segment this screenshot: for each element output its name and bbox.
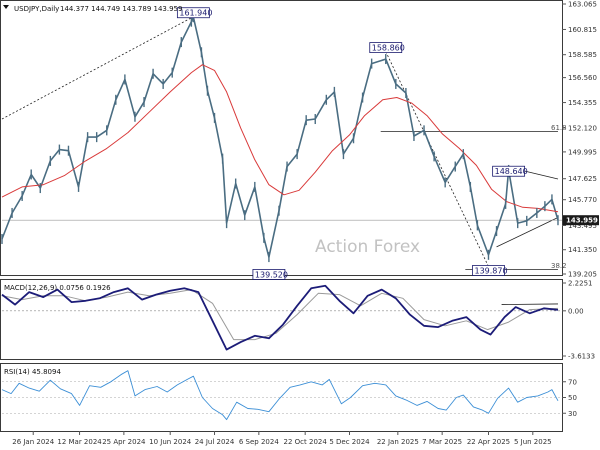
x-tick-label: 26 Jan 2024 [12,438,55,446]
annotation-box [472,265,505,276]
x-tick-label: 5 Dec 2024 [329,438,370,446]
price-y-tick-label: 154.355 [568,99,597,107]
annotation-box [176,7,210,19]
x-tick-label: 12 Mar 2024 [57,438,102,446]
current-price-tag [563,215,599,226]
collapse-triangle-icon[interactable] [3,5,9,9]
price-y-tick-label: 152.120 [568,124,597,132]
price-y-tick-label: 158.585 [568,51,597,59]
price-panel-title-symbol: USDJPY,Daily [14,5,59,13]
price-y-tick-label: 156.560 [568,74,597,82]
price-y-tick-label: 147.625 [568,175,597,183]
price-y-tick-label: 149.995 [568,148,597,156]
annotation-box [252,269,286,280]
watermark: Action Forex [315,237,420,257]
macd-series-line [1,284,559,351]
macd-y-tick-label: -3.6133 [568,353,595,361]
price-panel-title-ohlc: 144.377 144.749 143.789 143.959 [60,5,182,13]
x-tick-label: 7 Mar 2025 [422,438,462,446]
rsi-panel: 70 50 30 [1,370,577,421]
x-axis: 26 Jan 2024 12 Mar 2024 25 Apr 2024 10 Jun … [12,431,552,446]
rsi-y-tick-label: 30 [568,410,577,418]
annotation-label: 139.870 [474,266,507,275]
price-y-tick-label: 143.495 [568,222,597,230]
rsi-y-tick-label: 50 [568,394,577,402]
fib-level-label: 61.8 [551,124,567,132]
price-panel: 163.065 160.815 158.585 156.560 154.355 152.1… [1,1,599,280]
macd-panel-title: MACD(12,26,9) 0.0756 0.1926 [4,284,111,292]
macd-panel: 2.2251 0.00 -3.6133 [1,280,595,361]
x-tick-label: 10 Jun 2024 [149,438,192,446]
macd-y-tick-label: 0.00 [568,307,584,315]
price-panel-frame [0,0,563,276]
macd-y-tick-label: 2.2251 [568,280,593,288]
x-tick-label: 25 Apr 2024 [102,438,146,446]
x-tick-label: 22 Apr 2025 [467,438,510,446]
price-trend-line [496,217,559,248]
rsi-panel-title: RSI(14) 45.8094 [4,368,61,376]
annotation-label: 158.860 [372,44,405,53]
annotation-box [492,165,526,177]
x-tick-label: 6 Sep 2024 [239,438,279,446]
fib-level-label: 38.2 [551,262,567,270]
annotation-label: 139.520 [255,270,288,279]
price-y-tick-label: 160.815 [568,26,597,34]
x-tick-label: 24 Jul 2024 [195,438,235,446]
price-close-series-line [1,16,559,258]
x-tick-label: 22 Jan 2025 [377,438,419,446]
annotation-label: 161.940 [179,9,212,18]
annotation-box [369,42,403,53]
x-tick-label: 22 Oct 2024 [284,438,328,446]
rsi-y-tick-label: 70 [568,378,577,386]
price-trend-line [1,16,194,120]
rsi-series-line [1,370,559,421]
price-y-tick-label: 139.205 [568,271,597,279]
annotation-label: 148.640 [495,167,528,176]
price-y-tick-label: 163.065 [568,1,597,9]
current-price-tag-label: 143.959 [566,217,598,225]
macd-trend-line [501,303,558,305]
price-y-tick-label: 141.350 [568,246,597,254]
moving-average-series-line [1,64,559,213]
x-tick-label: 5 Jun 2025 [514,438,552,446]
price-y-tick-label: 145.770 [568,196,597,204]
